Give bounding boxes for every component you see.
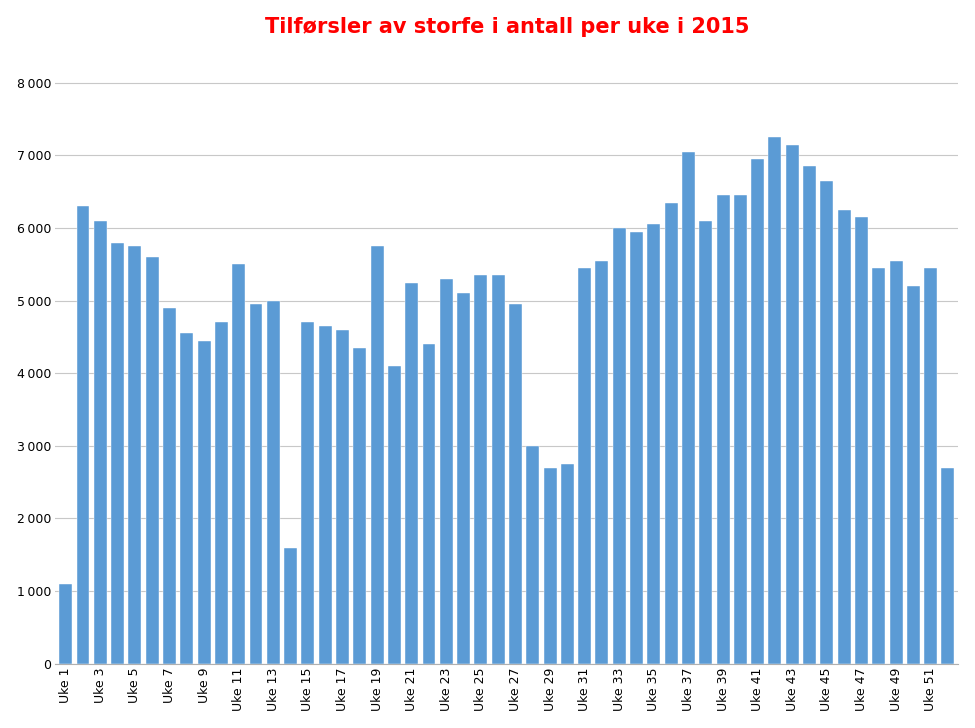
Bar — [613, 228, 626, 664]
Bar — [544, 467, 557, 664]
Bar — [388, 366, 401, 664]
Bar — [214, 323, 228, 664]
Bar — [786, 145, 799, 664]
Bar — [111, 242, 124, 664]
Bar — [699, 221, 713, 664]
Bar — [457, 293, 470, 664]
Bar — [889, 261, 903, 664]
Bar — [665, 202, 678, 664]
Bar — [509, 304, 522, 664]
Bar — [250, 304, 262, 664]
Bar — [630, 232, 644, 664]
Bar — [647, 224, 660, 664]
Bar — [129, 246, 141, 664]
Bar — [942, 467, 955, 664]
Bar — [561, 464, 574, 664]
Bar — [422, 344, 436, 664]
Bar — [907, 286, 919, 664]
Bar — [734, 195, 747, 664]
Bar — [768, 138, 781, 664]
Bar — [59, 584, 72, 664]
Bar — [232, 264, 245, 664]
Bar — [682, 152, 695, 664]
Bar — [145, 257, 159, 664]
Bar — [596, 261, 608, 664]
Bar — [491, 275, 505, 664]
Bar — [873, 268, 885, 664]
Bar — [717, 195, 729, 664]
Bar — [180, 333, 193, 664]
Bar — [578, 268, 591, 664]
Bar — [751, 159, 764, 664]
Bar — [353, 348, 367, 664]
Bar — [198, 341, 211, 664]
Bar — [855, 217, 868, 664]
Bar — [163, 308, 176, 664]
Bar — [803, 166, 816, 664]
Bar — [284, 547, 297, 664]
Bar — [301, 323, 314, 664]
Bar — [319, 326, 332, 664]
Bar — [267, 301, 280, 664]
Bar — [336, 330, 349, 664]
Bar — [475, 275, 488, 664]
Bar — [370, 246, 383, 664]
Bar — [406, 282, 418, 664]
Bar — [526, 446, 539, 664]
Bar — [820, 181, 834, 664]
Bar — [924, 268, 937, 664]
Bar — [94, 221, 107, 664]
Bar — [440, 279, 452, 664]
Bar — [838, 210, 850, 664]
Title: Tilførsler av storfe i antall per uke i 2015: Tilførsler av storfe i antall per uke i … — [264, 17, 749, 36]
Bar — [76, 206, 90, 664]
